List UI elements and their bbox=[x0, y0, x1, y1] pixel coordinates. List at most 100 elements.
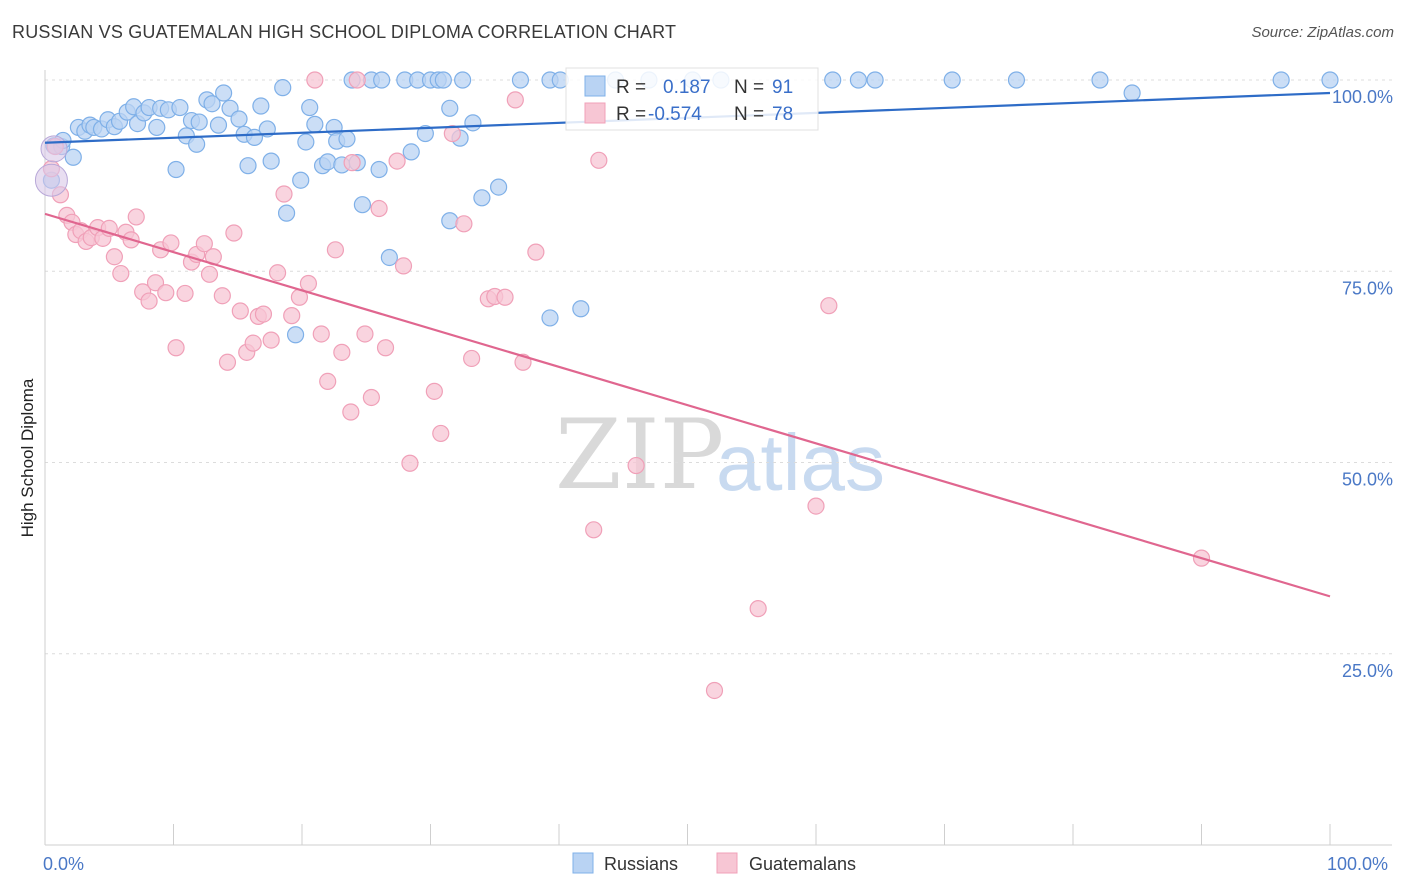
russians-point bbox=[511, 71, 530, 89]
russians-point bbox=[252, 97, 270, 115]
series-legend-label-russians[interactable]: Russians bbox=[604, 854, 678, 874]
guatemalans-point bbox=[262, 331, 280, 349]
russians-point bbox=[148, 118, 166, 137]
russians-point bbox=[274, 79, 292, 97]
russians-point bbox=[190, 113, 208, 131]
stats-legend-swatch-guatemalans bbox=[584, 102, 606, 124]
russians-point bbox=[306, 115, 324, 133]
stats-legend: R = 0.187 N = 91 R = -0.574 N = 78 bbox=[565, 67, 819, 131]
guatemalans-point bbox=[167, 339, 185, 357]
russians-point bbox=[319, 153, 337, 171]
russians-point bbox=[849, 71, 868, 89]
russians-point bbox=[541, 309, 559, 327]
guatemalans-trend-line bbox=[44, 212, 1331, 598]
guatemalans-point bbox=[333, 343, 351, 361]
guatemalans-point bbox=[105, 248, 123, 266]
y-tick-label: 75.0% bbox=[1342, 278, 1393, 298]
russians-point bbox=[292, 171, 310, 189]
guatemalans-point bbox=[370, 199, 388, 218]
russians-point bbox=[338, 130, 356, 148]
guatemalans-point bbox=[705, 681, 724, 700]
trend-lines bbox=[44, 91, 1331, 598]
guatemalans-point bbox=[432, 424, 450, 443]
guatemalans-point bbox=[213, 287, 231, 305]
russians-point bbox=[301, 98, 319, 117]
y-tick-label: 50.0% bbox=[1342, 470, 1393, 490]
guatemalans-point bbox=[127, 208, 145, 226]
guatemalans-point bbox=[283, 307, 301, 325]
russians-point bbox=[473, 189, 491, 207]
guatemalans-point bbox=[162, 234, 180, 252]
guatemalans-point bbox=[627, 456, 645, 475]
series-legend-swatch-guatemalans[interactable] bbox=[716, 852, 738, 874]
russians-point bbox=[490, 178, 508, 196]
y-axis-title: High School Diploma bbox=[18, 378, 37, 537]
stats-legend-n-label: N = bbox=[734, 104, 764, 125]
guatemalans-point bbox=[342, 403, 360, 421]
russians-point bbox=[373, 71, 391, 89]
series-legend-swatch-russians[interactable] bbox=[572, 852, 594, 874]
russians-point bbox=[286, 326, 305, 344]
guatemalans-point bbox=[225, 224, 243, 242]
stats-legend-n-label: N = bbox=[734, 77, 764, 98]
guatemalans-point bbox=[275, 185, 293, 203]
source-note: Source: ZipAtlas.com bbox=[1251, 24, 1394, 41]
russians-point bbox=[1007, 71, 1026, 89]
watermark-atlas: atlas bbox=[716, 418, 885, 507]
guatemalans-point bbox=[244, 334, 262, 352]
guatemalans-point bbox=[348, 71, 366, 89]
guatemalans-point bbox=[268, 264, 287, 282]
guatemalans-point bbox=[394, 257, 413, 275]
axes bbox=[44, 70, 1392, 846]
cluster-point bbox=[40, 135, 68, 163]
russians-point bbox=[434, 71, 452, 89]
y-tick-label: 100.0% bbox=[1332, 87, 1393, 107]
watermark-zip: ZIP bbox=[555, 399, 724, 511]
russians-point bbox=[239, 157, 257, 175]
stats-legend-box bbox=[565, 67, 819, 131]
russians-point bbox=[277, 204, 296, 222]
russians-point bbox=[209, 116, 228, 134]
guatemalans-point bbox=[254, 305, 273, 323]
guatemalans-point bbox=[326, 241, 345, 259]
guatemalans-point bbox=[306, 71, 324, 89]
guatemalans-point bbox=[299, 274, 318, 293]
russians-point bbox=[1272, 71, 1290, 89]
series-legend-label-guatemalans[interactable]: Guatemalans bbox=[749, 854, 856, 874]
guatemalans-point bbox=[356, 325, 374, 343]
russians-point bbox=[454, 71, 472, 89]
guatemalans-point bbox=[112, 264, 130, 283]
stats-legend-n-value: 78 bbox=[772, 104, 793, 125]
series-legend: Russians Guatemalans bbox=[572, 852, 856, 874]
watermark: ZIP atlas bbox=[555, 399, 885, 511]
guatemalans-point bbox=[401, 454, 419, 472]
russians-point bbox=[1091, 71, 1109, 89]
guatemalans-point bbox=[388, 152, 406, 170]
guatemalans-point bbox=[463, 349, 481, 368]
russians-point bbox=[262, 152, 280, 170]
guatemalans-point bbox=[506, 91, 524, 109]
guatemalans-point bbox=[455, 215, 473, 233]
guatemalans-point bbox=[157, 284, 175, 302]
guatemalans-point bbox=[376, 339, 395, 357]
guatemalans-point bbox=[140, 292, 158, 310]
russians-point bbox=[441, 212, 459, 230]
guatemalans-point bbox=[176, 284, 194, 303]
guatemalans-point bbox=[527, 243, 545, 261]
guatemalans-point bbox=[590, 151, 608, 169]
stats-legend-swatch-russians bbox=[584, 75, 606, 97]
guatemalans-point bbox=[362, 388, 380, 407]
russians-point bbox=[171, 98, 189, 117]
russians-point bbox=[824, 71, 842, 89]
russians-point bbox=[188, 135, 206, 153]
stats-legend-r-label: R = bbox=[616, 77, 646, 98]
guatemalans-point bbox=[231, 302, 249, 320]
russians-point bbox=[353, 196, 371, 214]
guatemalans-point bbox=[443, 124, 461, 143]
x-tick-label-min: 0.0% bbox=[43, 854, 84, 874]
russians-point bbox=[230, 110, 248, 128]
stats-legend-r-value: 0.187 bbox=[663, 77, 711, 98]
guatemalans-point bbox=[343, 154, 361, 172]
russians-point bbox=[402, 143, 420, 161]
